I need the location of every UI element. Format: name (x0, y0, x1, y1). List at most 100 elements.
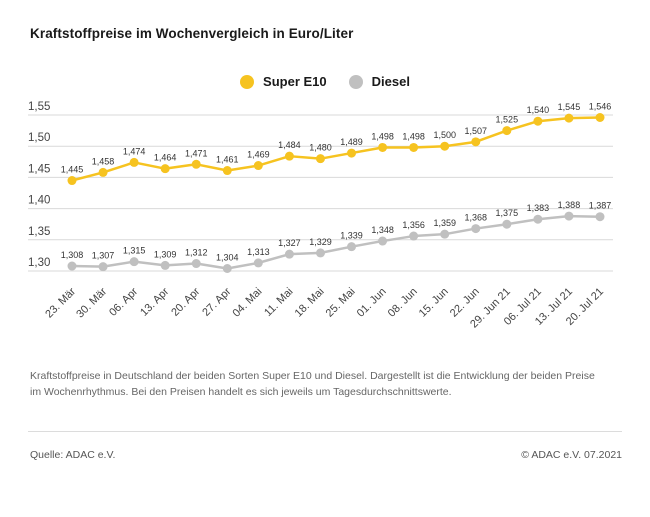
legend-item: Super E10 (240, 74, 327, 89)
value-label: 1,474 (123, 146, 146, 156)
data-point (533, 116, 543, 126)
x-tick-label: 30. Mär (74, 285, 109, 320)
value-label: 1,307 (92, 251, 115, 261)
value-label: 1,546 (589, 101, 612, 111)
data-point (502, 219, 512, 229)
value-label: 1,464 (154, 153, 177, 163)
legend-dot-icon (348, 74, 363, 89)
y-tick-label: 1,35 (28, 226, 50, 238)
legend-label: Diesel (371, 74, 410, 89)
x-tick-label: 27. Apr (200, 285, 233, 318)
data-point (98, 262, 108, 272)
legend-item: Diesel (348, 74, 410, 89)
value-label: 1,383 (527, 203, 550, 213)
value-label: 1,461 (216, 155, 239, 165)
data-point (67, 176, 77, 186)
chart-legend: Super E10 Diesel (0, 74, 650, 89)
copyright-text: © ADAC e.V. 07.2021 (521, 449, 622, 461)
value-label: 1,458 (92, 156, 115, 166)
x-tick-label: 20. Apr (169, 285, 202, 318)
data-point (129, 257, 139, 267)
x-tick-label: 18. Mai (293, 286, 327, 320)
y-tick-label: 1,45 (28, 163, 50, 175)
value-label: 1,368 (464, 213, 487, 223)
data-point (160, 164, 170, 174)
data-point (284, 249, 294, 259)
value-label: 1,312 (185, 248, 208, 258)
series-line (70, 116, 602, 182)
data-point (347, 148, 357, 158)
y-tick-label: 1,50 (28, 132, 50, 144)
data-point (564, 113, 574, 123)
x-tick-label: 06. Apr (107, 285, 140, 318)
value-label: 1,313 (247, 247, 270, 257)
data-point (471, 137, 481, 147)
data-point (67, 261, 77, 271)
value-label: 1,489 (340, 137, 363, 147)
value-label: 1,469 (247, 150, 270, 160)
value-label: 1,309 (154, 249, 177, 259)
data-point (564, 211, 574, 221)
value-label: 1,348 (371, 225, 394, 235)
value-label: 1,507 (464, 126, 487, 136)
data-point (409, 142, 419, 152)
data-point (378, 236, 388, 246)
data-point (595, 112, 605, 122)
value-label: 1,498 (402, 131, 425, 141)
data-point (315, 248, 325, 258)
value-label: 1,327 (278, 238, 301, 248)
data-point (129, 157, 139, 167)
value-label: 1,387 (589, 201, 612, 211)
data-point (253, 161, 263, 171)
data-point (253, 258, 263, 268)
page-title: Kraftstoffpreise im Wochenvergleich in E… (30, 26, 354, 41)
data-point (440, 141, 450, 151)
chart-caption: Kraftstoffpreise in Deutschland der beid… (30, 370, 595, 399)
data-point (222, 264, 232, 274)
value-label: 1,498 (371, 131, 394, 141)
value-label: 1,445 (61, 165, 84, 175)
data-point (347, 242, 357, 252)
data-point (409, 231, 419, 241)
value-label: 1,500 (433, 130, 456, 140)
value-label: 1,308 (61, 250, 84, 260)
y-tick-label: 1,55 (28, 101, 50, 113)
data-point (595, 212, 605, 222)
value-label: 1,329 (309, 237, 332, 247)
value-label: 1,375 (496, 208, 519, 218)
legend-label: Super E10 (263, 74, 327, 89)
data-point (191, 159, 201, 169)
data-point (191, 259, 201, 269)
data-point (284, 151, 294, 161)
data-point (471, 224, 481, 234)
data-point (440, 229, 450, 239)
value-label: 1,304 (216, 253, 239, 263)
value-label: 1,359 (433, 218, 456, 228)
x-tick-label: 25. Mai (324, 286, 358, 320)
data-point (315, 154, 325, 164)
value-label: 1,545 (558, 102, 581, 112)
footer: Quelle: ADAC e.V. © ADAC e.V. 07.2021 (30, 449, 622, 461)
x-tick-label: 11. Mai (262, 286, 295, 319)
value-label: 1,484 (278, 140, 301, 150)
data-point (378, 142, 388, 152)
x-tick-label: 08. Jun (386, 286, 420, 320)
value-label: 1,471 (185, 148, 208, 158)
footer-divider (28, 431, 622, 432)
data-point (222, 166, 232, 176)
value-label: 1,339 (340, 231, 363, 241)
value-label: 1,356 (402, 220, 425, 230)
value-label: 1,540 (527, 105, 550, 115)
data-point (98, 167, 108, 177)
value-label: 1,315 (123, 246, 146, 256)
x-tick-label: 04. Mai (230, 286, 264, 320)
legend-dot-icon (240, 74, 255, 89)
x-tick-label: 01. Jun (355, 286, 389, 320)
value-label: 1,388 (558, 200, 581, 210)
data-point (533, 214, 543, 224)
x-tick-label: 15. Jun (417, 286, 451, 320)
source-text: Quelle: ADAC e.V. (30, 449, 116, 461)
value-label: 1,480 (309, 143, 332, 153)
